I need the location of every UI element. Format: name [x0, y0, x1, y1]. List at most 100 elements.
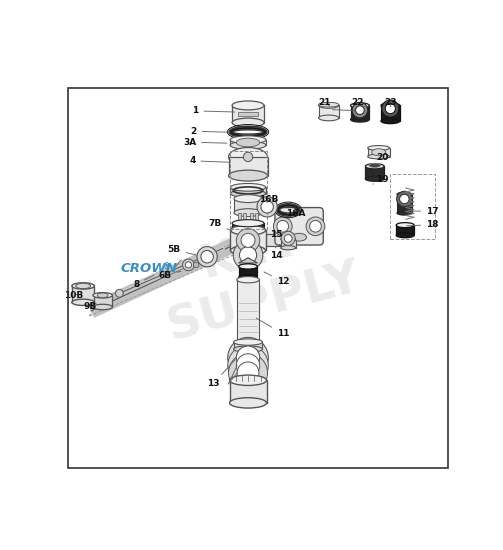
Bar	[72, 286, 95, 302]
Bar	[233, 342, 263, 349]
Ellipse shape	[318, 115, 339, 121]
Bar	[230, 188, 266, 194]
Ellipse shape	[397, 192, 412, 196]
Text: 1: 1	[192, 106, 235, 116]
Ellipse shape	[397, 211, 412, 215]
Circle shape	[237, 362, 259, 384]
Circle shape	[243, 152, 253, 162]
Circle shape	[185, 262, 192, 268]
Bar	[238, 112, 258, 115]
Ellipse shape	[230, 245, 266, 255]
Ellipse shape	[381, 103, 400, 108]
Polygon shape	[239, 258, 258, 263]
Text: ®: ®	[163, 263, 171, 272]
Text: 4: 4	[189, 156, 229, 166]
Ellipse shape	[93, 304, 112, 310]
Bar	[93, 295, 112, 307]
Circle shape	[197, 246, 217, 267]
Bar	[232, 223, 264, 227]
Bar	[351, 106, 369, 119]
Text: 22: 22	[351, 98, 364, 107]
Circle shape	[356, 106, 364, 114]
Text: 12: 12	[264, 272, 289, 286]
Text: 23: 23	[384, 98, 396, 107]
Ellipse shape	[396, 233, 414, 238]
Ellipse shape	[368, 146, 389, 150]
Ellipse shape	[372, 148, 386, 156]
Ellipse shape	[72, 299, 95, 305]
Circle shape	[233, 240, 263, 270]
Ellipse shape	[369, 163, 381, 167]
Bar	[253, 234, 282, 246]
Ellipse shape	[230, 226, 266, 235]
Text: 14: 14	[270, 246, 283, 260]
Text: 2: 2	[190, 126, 229, 136]
Text: 17: 17	[409, 207, 439, 216]
Ellipse shape	[228, 147, 268, 166]
Bar	[230, 151, 267, 229]
Text: 18: 18	[407, 220, 439, 229]
Bar	[396, 225, 414, 235]
Bar	[243, 213, 246, 221]
Bar	[249, 213, 253, 221]
Bar	[230, 230, 266, 250]
Bar	[230, 140, 266, 145]
Bar	[381, 106, 400, 121]
Circle shape	[241, 233, 255, 248]
Circle shape	[257, 197, 277, 217]
Bar	[255, 213, 258, 221]
Circle shape	[310, 221, 321, 232]
Ellipse shape	[237, 277, 260, 283]
Ellipse shape	[365, 164, 384, 169]
Ellipse shape	[318, 103, 339, 108]
Ellipse shape	[229, 398, 267, 408]
Ellipse shape	[365, 176, 384, 182]
Ellipse shape	[97, 293, 108, 298]
Ellipse shape	[318, 102, 339, 107]
Ellipse shape	[76, 283, 91, 289]
Ellipse shape	[281, 237, 296, 241]
Ellipse shape	[232, 219, 264, 227]
Ellipse shape	[228, 170, 268, 181]
Text: 5B: 5B	[167, 245, 196, 255]
Circle shape	[228, 345, 268, 386]
Ellipse shape	[230, 136, 266, 144]
Circle shape	[201, 250, 213, 263]
Ellipse shape	[281, 246, 296, 250]
Text: 21: 21	[318, 98, 331, 107]
Circle shape	[396, 191, 412, 207]
Ellipse shape	[239, 275, 258, 280]
Circle shape	[273, 217, 292, 235]
Bar	[234, 199, 262, 213]
Bar	[238, 213, 241, 221]
Circle shape	[239, 246, 257, 263]
Circle shape	[306, 217, 325, 235]
Bar	[397, 194, 412, 213]
Text: KEY
SUPPLY: KEY SUPPLY	[149, 205, 367, 350]
Ellipse shape	[396, 223, 414, 228]
Circle shape	[277, 221, 289, 232]
Circle shape	[236, 354, 260, 377]
Ellipse shape	[233, 346, 263, 352]
Bar	[365, 166, 384, 179]
Ellipse shape	[234, 208, 262, 217]
Ellipse shape	[236, 138, 260, 147]
Text: 13: 13	[207, 360, 235, 388]
Ellipse shape	[351, 103, 369, 108]
Circle shape	[385, 103, 395, 114]
Text: 10B: 10B	[64, 291, 83, 300]
Ellipse shape	[230, 190, 266, 197]
Circle shape	[236, 346, 260, 370]
Ellipse shape	[351, 117, 369, 122]
Text: 20: 20	[376, 153, 389, 162]
Ellipse shape	[232, 118, 264, 127]
Circle shape	[183, 259, 194, 271]
Text: 19: 19	[373, 175, 389, 184]
Circle shape	[284, 234, 292, 243]
Text: 6B: 6B	[158, 271, 181, 279]
Text: 16B: 16B	[259, 195, 278, 204]
Circle shape	[382, 100, 399, 117]
Text: 7B: 7B	[208, 219, 232, 230]
Ellipse shape	[229, 375, 267, 386]
Ellipse shape	[233, 339, 263, 345]
